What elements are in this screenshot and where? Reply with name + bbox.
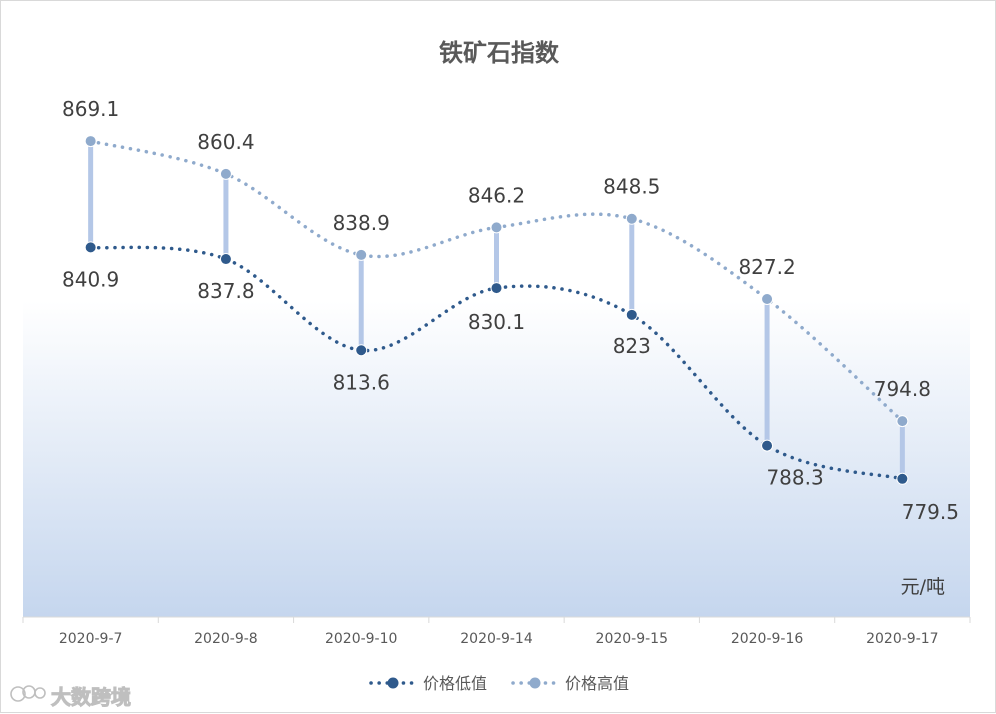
watermark-text: 大数跨境	[51, 685, 131, 709]
x-tick-label: 2020-9-8	[194, 631, 258, 647]
x-axis: 2020-9-7 2020-9-8 2020-9-10 2020-9-14 2020-9…	[22, 616, 971, 647]
unit-label: 元/吨	[901, 576, 945, 598]
legend-swatch-marker	[529, 677, 541, 689]
data-label-low: 779.5	[902, 500, 959, 524]
data-label-high: 827.2	[738, 255, 795, 279]
watermark: 大数跨境	[10, 685, 132, 710]
series-point-1	[761, 293, 774, 306]
data-label-low: 813.6	[333, 370, 390, 394]
high-low-lines	[88, 141, 905, 479]
data-label-high: 869.1	[62, 97, 119, 121]
legend-item-label: 价格高值	[565, 674, 629, 693]
series-point-0	[896, 472, 909, 485]
x-tick-label: 2020-9-16	[731, 631, 804, 647]
data-label-high: 860.4	[197, 130, 254, 154]
series-point-0	[84, 241, 97, 254]
series-point-1	[84, 135, 97, 148]
data-label-high: 794.8	[874, 377, 931, 401]
data-label-low: 837.8	[197, 279, 254, 303]
series-point-1	[896, 415, 909, 428]
x-tick-label: 2020-9-7	[59, 631, 123, 647]
legend: 价格低值 价格高值	[369, 674, 629, 693]
legend-item-label: 价格低值	[423, 674, 487, 693]
series-point-1	[355, 248, 368, 261]
series-point-1	[490, 221, 503, 234]
data-label-high: 846.2	[468, 183, 525, 207]
x-tick-label: 2020-9-10	[325, 631, 397, 647]
series-point-1	[625, 212, 638, 225]
data-label-high: 848.5	[603, 175, 660, 199]
data-labels: 869.1 860.4 838.9 846.2 848.5 827.2 794.8 840.9…	[62, 97, 959, 524]
data-label-low: 840.9	[62, 267, 119, 291]
series-markers	[84, 135, 909, 485]
series-point-1	[219, 167, 232, 180]
data-label-high: 838.9	[333, 211, 390, 235]
series-point-0	[219, 253, 232, 266]
series-point-0	[355, 344, 368, 357]
x-tick-label: 2020-9-17	[866, 631, 938, 647]
data-label-low: 823	[613, 334, 651, 358]
x-tick-label: 2020-9-15	[596, 631, 668, 647]
legend-swatch-marker	[387, 677, 399, 689]
data-label-low: 830.1	[468, 310, 525, 334]
data-label-low: 788.3	[766, 466, 823, 490]
chart-title: 铁矿石指数	[439, 39, 560, 67]
x-tick-label: 2020-9-14	[460, 631, 533, 647]
series-point-0	[625, 308, 638, 321]
series-point-0	[761, 439, 774, 452]
series-point-0	[490, 282, 503, 295]
plot-background	[23, 301, 970, 617]
watermark-logo-icon	[10, 685, 46, 702]
